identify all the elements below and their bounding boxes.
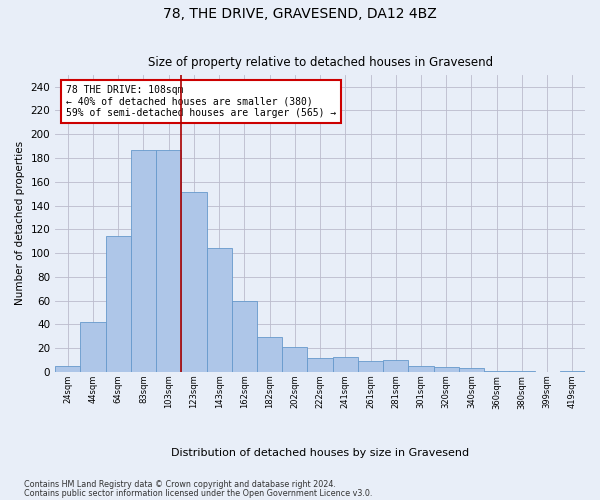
Bar <box>131 150 156 372</box>
Bar <box>156 150 181 372</box>
Bar <box>232 300 257 372</box>
Y-axis label: Number of detached properties: Number of detached properties <box>15 142 25 306</box>
X-axis label: Distribution of detached houses by size in Gravesend: Distribution of detached houses by size … <box>171 448 469 458</box>
Title: Size of property relative to detached houses in Gravesend: Size of property relative to detached ho… <box>148 56 493 70</box>
Bar <box>106 236 131 372</box>
Bar <box>55 366 80 372</box>
Bar <box>282 347 307 372</box>
Bar <box>257 338 282 372</box>
Bar <box>409 366 434 372</box>
Bar <box>307 358 332 372</box>
Bar <box>181 192 206 372</box>
Bar <box>80 322 106 372</box>
Text: 78 THE DRIVE: 108sqm
← 40% of detached houses are smaller (380)
59% of semi-deta: 78 THE DRIVE: 108sqm ← 40% of detached h… <box>66 85 336 118</box>
Text: Contains HM Land Registry data © Crown copyright and database right 2024.: Contains HM Land Registry data © Crown c… <box>24 480 336 489</box>
Text: 78, THE DRIVE, GRAVESEND, DA12 4BZ: 78, THE DRIVE, GRAVESEND, DA12 4BZ <box>163 8 437 22</box>
Bar <box>560 371 585 372</box>
Bar <box>484 371 509 372</box>
Bar <box>206 248 232 372</box>
Bar <box>459 368 484 372</box>
Bar <box>332 356 358 372</box>
Bar <box>383 360 409 372</box>
Bar <box>434 367 459 372</box>
Bar <box>509 371 535 372</box>
Bar <box>358 362 383 372</box>
Text: Contains public sector information licensed under the Open Government Licence v3: Contains public sector information licen… <box>24 488 373 498</box>
